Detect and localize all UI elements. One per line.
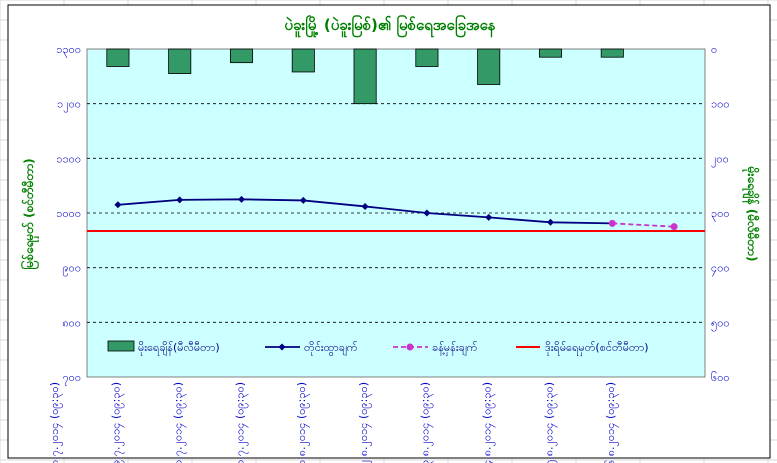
- left-tick-label: ၁၀၀၀: [56, 207, 81, 220]
- forecast-point: [608, 219, 616, 227]
- x-tick-label: ၂.၈.၂၀၁၄ (၀၉:၃၀): [357, 382, 372, 463]
- left-tick-label: ၁၁၀၀: [56, 152, 81, 165]
- legend-label-forecast: ခန့်မှန်းချက်: [432, 341, 478, 356]
- observed-point: [114, 201, 122, 209]
- rainfall-bar: [353, 48, 377, 105]
- rainfall-bar: [415, 48, 439, 67]
- left-tick-label: ၁၃၀၀: [56, 43, 81, 58]
- observed-point: [176, 196, 184, 204]
- x-tick-label: ၂၈.၇.၂၀၁၄ (၀၉:၃၀): [48, 382, 63, 463]
- right-axis-label: မိုးရေချိန် (မီလီမီတာ): [741, 166, 761, 262]
- right-tick-label: ၃၀၀: [711, 207, 730, 222]
- x-tick-label: ၁.၈.၂၀၁၄ (၀၉:၃၀): [295, 382, 310, 463]
- x-axis-ticks: ၂၈.၇.၂၀၁၄ (၀၉:၃၀) ၂၉.၇.၂၀၁၄ (၀၉:၃၀) ၃၀.၇.၂…: [48, 382, 619, 463]
- right-tick-label: ၆၀၀: [711, 371, 730, 384]
- x-tick-label: ၆.၈.၂၀၁၄ (၀၉:၃၀): [604, 382, 619, 463]
- left-tick-label: ၁၂၀၀: [57, 98, 81, 113]
- rainfall-bar: [538, 48, 563, 58]
- x-tick-label: ၃၀.၇.၂၀၁၄ (၀၉:၃၀): [172, 382, 187, 463]
- rainfall-bar: [477, 48, 501, 85]
- observed-point: [423, 209, 431, 217]
- forecast-level-line: [612, 222, 675, 228]
- x-tick-label: ၂၉.၇.၂၀၁၄ (၀၉:၃၀): [110, 382, 125, 463]
- rainfall-bar: [229, 48, 254, 64]
- observed-point: [361, 202, 369, 210]
- series-lines: [87, 195, 705, 233]
- rainfall-bar: [291, 48, 315, 73]
- rainfall-bar: [106, 48, 130, 67]
- legend-swatch-rainfall: [107, 340, 135, 352]
- rainfall-bars: [106, 48, 624, 105]
- right-tick-label: ၅၀၀: [711, 316, 730, 331]
- left-tick-label: ၇၀၀: [62, 371, 81, 386]
- legend-label-warning: ဒိုးရိမ်ရေမှတ်(စင်တီမီတာ): [545, 341, 649, 356]
- gridlines: [87, 103, 705, 323]
- x-tick-label: ၅.၈.၂၀၁၄ (၀၉:၃၀): [542, 382, 557, 463]
- legend-label-observed: တိုင်းထွာချက်: [304, 341, 358, 356]
- observed-point: [238, 195, 245, 203]
- legend-marker-forecast: [406, 343, 414, 351]
- rainfall-bar: [168, 48, 192, 75]
- left-tick-label: ၈၀၀: [62, 316, 81, 329]
- observed-point: [299, 196, 307, 204]
- x-tick-label: ၃.၈.၂၀၁၄ (၀၉:၃၀): [419, 382, 434, 463]
- right-tick-label: ၄၀၀: [711, 262, 730, 277]
- x-tick-label: ၄.၈.၂၀၁၄ (၀၉:၃၀): [481, 382, 496, 463]
- rainfall-bar: [600, 48, 624, 58]
- left-tick-label: ၉၀၀: [62, 262, 81, 277]
- legend-marker-observed: [278, 343, 286, 351]
- observed-point: [547, 218, 554, 226]
- right-tick-label: ၀: [711, 43, 717, 56]
- right-tick-label: ၂၀၀: [711, 152, 729, 167]
- legend: မိုးရေချိန်(မီလီမီတာ) တိုင်းထွာချက် ခန့်မှ…: [107, 340, 649, 356]
- observed-point: [485, 213, 493, 221]
- forecast-point: [670, 223, 678, 231]
- x-tick-label: ၃၁.၇.၂၀၁၄ (၀၉:၃၀): [233, 382, 248, 463]
- left-axis-label: မြစ်ရေမှတ် (စင်တီမီတာ): [19, 158, 40, 269]
- legend-label-rainfall: မိုးရေချိန်(မီလီမီတာ): [138, 341, 220, 356]
- right-tick-label: ၁၀၀: [711, 98, 730, 111]
